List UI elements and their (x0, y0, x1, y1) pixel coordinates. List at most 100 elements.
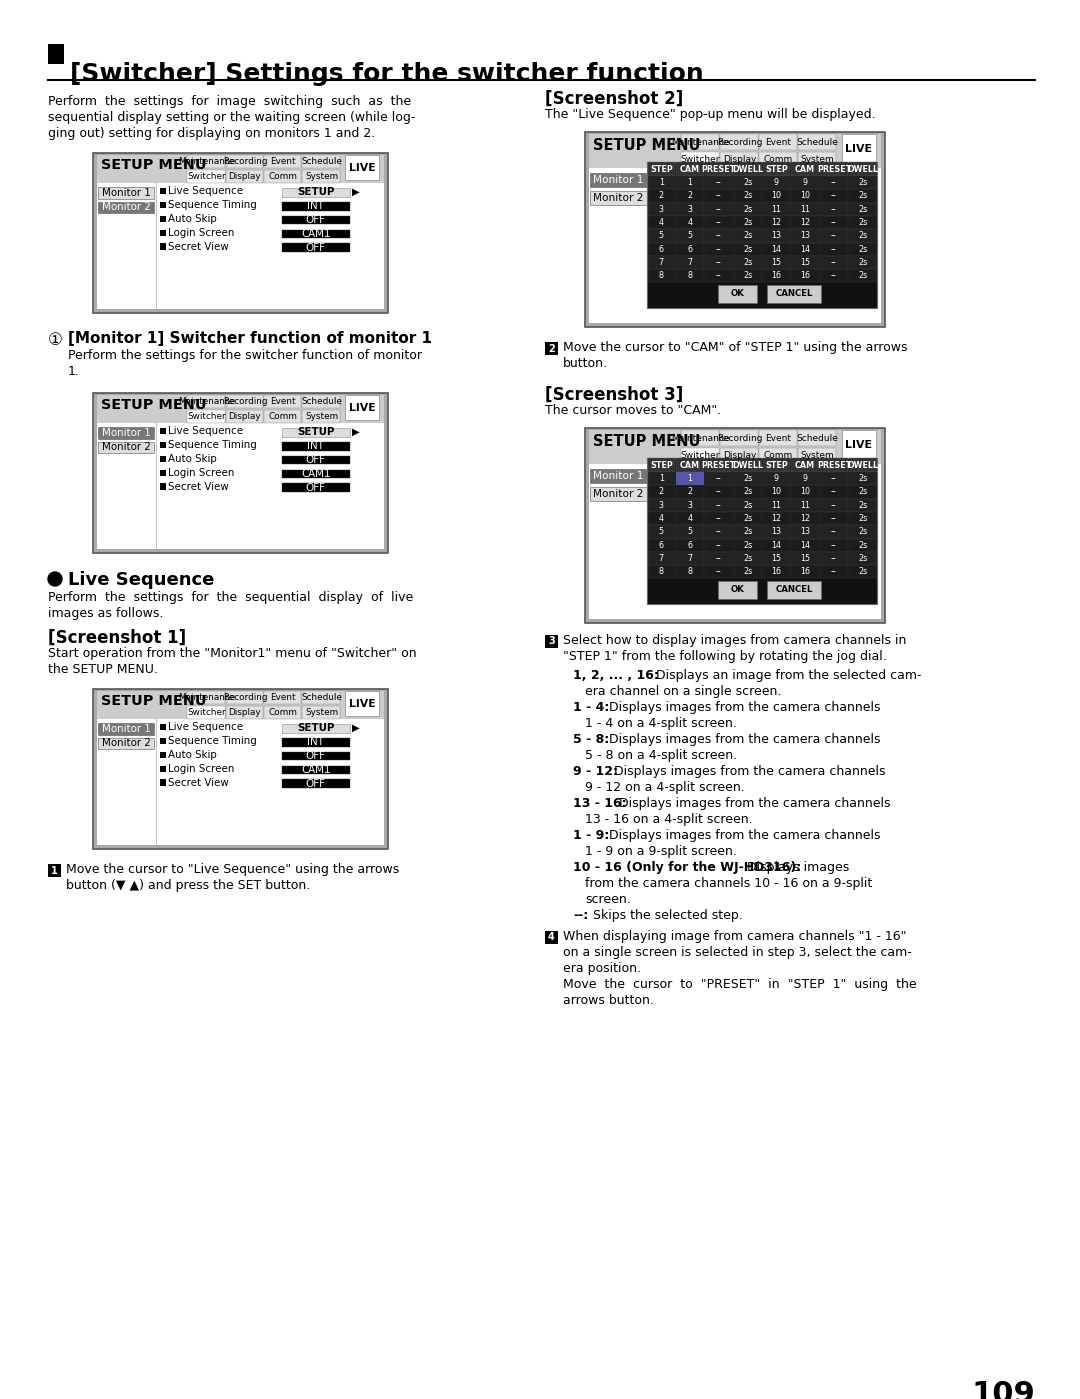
Text: 2: 2 (549, 344, 555, 354)
Bar (98, 442, 154, 453)
Text: Perform the settings for the switcher function of monitor: Perform the settings for the switcher fu… (68, 348, 422, 362)
Text: SETUP MENU: SETUP MENU (102, 694, 206, 708)
Bar (676, 525, 704, 539)
Text: 2s: 2s (858, 257, 867, 267)
Bar (188, 155, 225, 168)
Text: 2s: 2s (858, 568, 867, 576)
Text: Perform  the  settings  for  image  switching  such  as  the: Perform the settings for image switching… (48, 95, 411, 108)
Bar (762, 229, 791, 242)
Text: Displays an image from the selected cam-: Displays an image from the selected cam- (652, 669, 922, 681)
Text: ▶: ▶ (352, 187, 360, 197)
Text: Monitor 1: Monitor 1 (593, 175, 644, 185)
Bar (792, 525, 819, 539)
Bar (302, 410, 340, 422)
Bar (849, 565, 877, 578)
Text: SETUP MENU: SETUP MENU (102, 397, 206, 411)
Text: --: -- (831, 192, 837, 200)
Text: 2s: 2s (858, 487, 867, 497)
Bar (705, 485, 732, 498)
Bar (93, 688, 388, 849)
Bar (302, 169, 340, 183)
Bar (226, 410, 264, 422)
Text: Displays images from the camera channels: Displays images from the camera channels (605, 733, 880, 746)
Bar (733, 176, 761, 189)
Text: era channel on a single screen.: era channel on a single screen. (585, 686, 781, 698)
Bar (820, 189, 848, 203)
Text: Monitor 2: Monitor 2 (102, 739, 150, 748)
Bar (681, 448, 719, 464)
Text: 14: 14 (771, 245, 781, 253)
Text: 2s: 2s (743, 245, 753, 253)
Text: Event: Event (270, 157, 296, 166)
Text: OFF: OFF (306, 751, 326, 761)
Bar (282, 723, 350, 733)
Text: 16: 16 (771, 568, 781, 576)
Bar (48, 43, 64, 64)
Text: Recording: Recording (222, 157, 267, 166)
Text: 2s: 2s (858, 245, 867, 253)
Bar (676, 256, 704, 269)
Bar (647, 162, 877, 308)
Text: --: -- (716, 513, 721, 523)
Text: --: -- (831, 257, 837, 267)
Text: Secret View: Secret View (168, 242, 229, 252)
Bar (282, 243, 350, 252)
Bar (820, 162, 848, 176)
Bar (589, 136, 881, 323)
Bar (676, 176, 704, 189)
Text: 2s: 2s (743, 568, 753, 576)
Bar (676, 551, 704, 565)
Bar (733, 457, 761, 471)
Text: 12: 12 (771, 218, 782, 227)
Text: 2s: 2s (858, 218, 867, 227)
Text: OFF: OFF (306, 483, 326, 492)
Text: --: -- (716, 527, 721, 536)
Text: CAM: CAM (680, 460, 700, 470)
Text: Event: Event (766, 137, 792, 147)
Text: LIVE: LIVE (846, 441, 873, 450)
Text: 3: 3 (659, 501, 664, 509)
Bar (648, 565, 675, 578)
Text: Display: Display (723, 155, 756, 165)
Text: era position.: era position. (563, 963, 642, 975)
Bar (820, 471, 848, 485)
Bar (282, 229, 350, 238)
Text: --: -- (831, 218, 837, 227)
Text: 5: 5 (688, 231, 692, 241)
Bar (820, 457, 848, 471)
Text: 5: 5 (659, 231, 664, 241)
Text: LIVE: LIVE (349, 698, 376, 709)
Bar (648, 269, 675, 283)
Bar (798, 448, 836, 464)
Text: "STEP 1" from the following by rotating the jog dial.: "STEP 1" from the following by rotating … (563, 651, 887, 663)
Text: sequential display setting or the waiting screen (while log-: sequential display setting or the waitin… (48, 111, 416, 125)
Text: 2s: 2s (858, 204, 867, 214)
Bar (98, 723, 154, 734)
Bar (705, 229, 732, 242)
Text: 10: 10 (771, 192, 781, 200)
Text: Displays images from the camera channels: Displays images from the camera channels (610, 765, 886, 778)
Bar (346, 155, 379, 180)
Bar (590, 487, 647, 501)
Text: --: -- (716, 554, 721, 562)
Bar (762, 269, 791, 283)
Bar (705, 203, 732, 215)
Text: 1 - 4:: 1 - 4: (573, 701, 609, 713)
Text: 2s: 2s (743, 257, 753, 267)
Bar (792, 551, 819, 565)
Text: 14: 14 (800, 245, 810, 253)
Text: DWELL: DWELL (847, 165, 878, 173)
Circle shape (48, 572, 62, 586)
Text: INT: INT (308, 441, 324, 450)
Bar (705, 256, 732, 269)
Text: 3: 3 (688, 204, 692, 214)
Bar (762, 498, 791, 512)
Bar (302, 395, 340, 409)
Text: 2s: 2s (743, 513, 753, 523)
Bar (265, 410, 301, 422)
Bar (676, 189, 704, 203)
Text: --: -- (831, 540, 837, 550)
Bar (589, 432, 881, 618)
Bar (265, 705, 301, 719)
Text: --: -- (831, 527, 837, 536)
